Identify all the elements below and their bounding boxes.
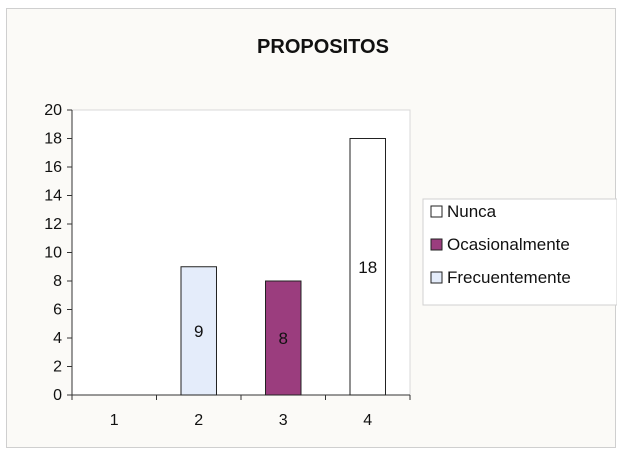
bar-ocasionalmente	[265, 280, 302, 396]
chart-frame: PROPOSITOS 0 2 4 6 8 10 12 14 16 18 20 1 2 3 4 9 8 18 Nunc…	[6, 8, 617, 448]
legend-label: Frecuentemente	[447, 268, 571, 287]
y-tick-label: 12	[44, 216, 62, 233]
y-tick-label: 10	[44, 245, 62, 262]
legend-swatch	[430, 238, 443, 251]
y-tick-label: 6	[53, 302, 62, 319]
data-label: 9	[194, 322, 203, 341]
x-tick-label: 2	[194, 412, 203, 429]
legend-box	[422, 198, 617, 306]
data-label: 8	[279, 329, 288, 348]
x-tick-label: 1	[110, 412, 119, 429]
y-tick-label: 18	[44, 131, 62, 148]
bar-nunca	[349, 138, 386, 396]
y-tick-label: 8	[53, 273, 62, 290]
legend-label: Ocasionalmente	[447, 235, 570, 254]
x-tick-label: 3	[279, 412, 288, 429]
y-tick-label: 0	[53, 387, 62, 404]
legend-label: Nunca	[447, 202, 497, 221]
legend-swatch	[430, 205, 443, 218]
y-tick-label: 2	[53, 359, 62, 376]
y-tick-label: 16	[44, 159, 62, 176]
chart-title: PROPOSITOS	[257, 36, 389, 58]
bar-frecuentemente	[180, 266, 217, 396]
x-tick-label: 4	[363, 412, 372, 429]
y-tick-label: 14	[44, 188, 62, 205]
data-label: 18	[358, 258, 377, 277]
y-tick-label: 20	[44, 102, 62, 119]
legend-swatch	[430, 271, 443, 284]
y-tick-label: 4	[53, 330, 62, 347]
